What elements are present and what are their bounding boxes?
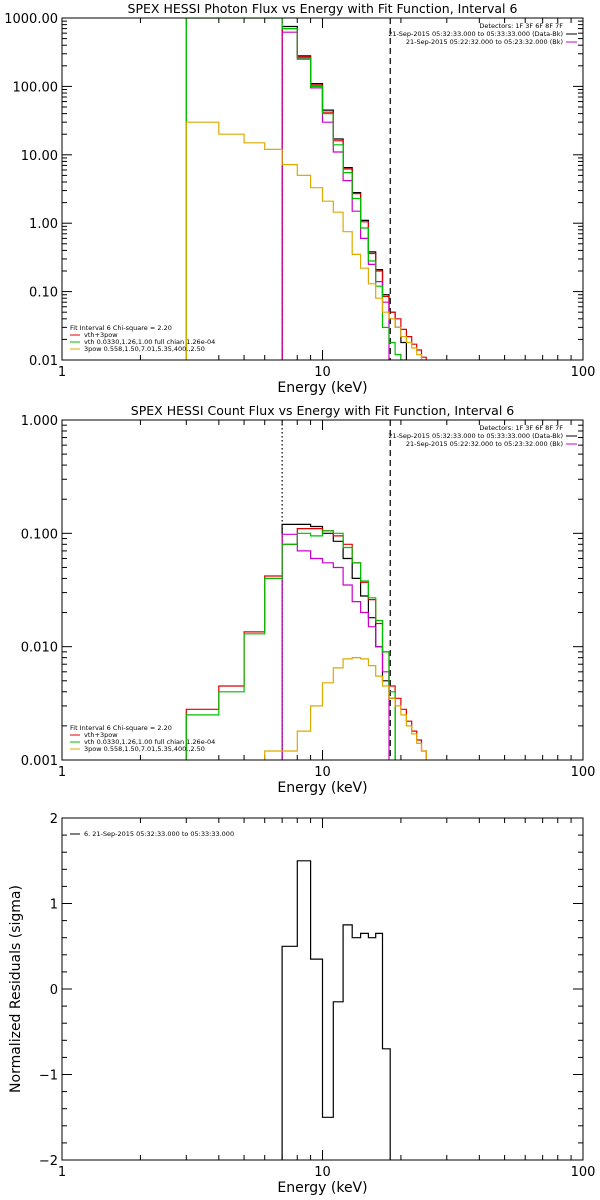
x-tick-label: 1: [58, 765, 66, 780]
x-axis-label: Energy (keV): [277, 380, 367, 396]
chart-title: SPEX HESSI Photon Flux vs Energy with Fi…: [128, 1, 518, 16]
y-tick-label: 2: [50, 812, 58, 827]
plot-frame: [61, 419, 584, 761]
y-tick-label: 0.10: [29, 286, 58, 301]
series-5-line: [264, 657, 427, 760]
legend-label: 6. 21-Sep-2015 05:32:33.000 to 05:33:33.…: [84, 830, 234, 838]
y-tick-label: 100.00: [13, 80, 59, 95]
legend-label: Fit Interval 6 Chi-square = 2.20: [70, 324, 172, 332]
x-tick-label: 1: [58, 1165, 66, 1180]
legend-label: 3pow 0.558,1.50,7.01,5.35,400.,2.50: [84, 345, 205, 353]
x-tick-label: 10: [314, 765, 331, 780]
series-2-line: [185, 528, 427, 760]
y-tick-label: 0.010: [21, 641, 58, 656]
legend-label: vth+3pow: [84, 731, 118, 739]
annotation-text: 21-Sep-2015 05:22:32.000 to 05:23:32.000…: [406, 38, 563, 46]
chart-panel-3: 1 10 100 −2 −1 0 1 2 Energy (keV) Normalized Resi…: [8, 812, 595, 1196]
x-tick-label: 10: [314, 1165, 331, 1180]
data-area: [281, 860, 391, 1160]
series-3-line: [281, 31, 390, 360]
y-tick-label: 10.00: [21, 149, 58, 164]
x-tick-label: 1: [58, 365, 66, 380]
y-tick-label: 1000.00: [4, 12, 58, 27]
x-axis-label: Energy (keV): [277, 780, 367, 796]
series-3-line: [281, 533, 390, 760]
x-tick-label: 10: [314, 365, 331, 380]
x-axis-label: Energy (keV): [277, 1180, 367, 1196]
x-tick-label: 100: [571, 765, 596, 780]
y-tick-label: 1: [50, 898, 58, 913]
plot-frame: [61, 17, 584, 361]
chart-title: SPEX HESSI Count Flux vs Energy with Fit…: [131, 403, 514, 418]
data-area: [185, 18, 427, 360]
series-5-line: [185, 121, 427, 360]
legend-label: 3pow 0.558,1.50,7.01,5.35,400.,2.50: [84, 745, 205, 753]
legend-label: vth+3pow: [84, 331, 118, 339]
y-tick-label: 0: [50, 983, 58, 998]
data-area: [185, 420, 427, 760]
y-tick-label: −2: [39, 1154, 58, 1169]
y-tick-label: 1.00: [29, 217, 58, 232]
legend-label: Fit Interval 6 Chi-square = 2.20: [70, 724, 172, 732]
y-axis-label: Normalized Residuals (sigma): [8, 885, 24, 1093]
annotation-text: Detectors: 1F 3F 6F 8F 7F: [479, 22, 563, 30]
series-4-line: [185, 530, 396, 760]
y-tick-label: 0.100: [21, 527, 58, 542]
y-tick-label: 1.000: [21, 414, 58, 429]
y-tick-label: 0.01: [29, 354, 58, 369]
annotation-text: Detectors: 1F 3F 6F 8F 7F: [479, 424, 563, 432]
annotation-text: 21-Sep-2015 05:22:32.000 to 05:23:32.000…: [406, 440, 563, 448]
annotation-text: 21-Sep-2015 05:32:33.000 to 05:33:33.000…: [388, 432, 563, 440]
legend-label: vth 0.0330,1.26,1.00 full chian 1.26e-04: [84, 338, 215, 346]
annotation-text: 21-Sep-2015 05:32:33.000 to 05:33:33.000…: [388, 30, 563, 38]
x-tick-label: 100: [571, 365, 596, 380]
chart-panel-2: SPEX HESSI Count Flux vs Energy with Fit…: [21, 403, 596, 796]
y-tick-label: −1: [39, 1069, 58, 1084]
chart-panel-1: SPEX HESSI Photon Flux vs Energy with Fi…: [4, 1, 595, 396]
plot-frame: [61, 817, 584, 1161]
y-tick-label: 0.001: [21, 754, 58, 769]
legend-label: vth 0.0330,1.26,1.00 full chian 1.26e-04: [84, 738, 215, 746]
x-tick-label: 100: [571, 1165, 596, 1180]
series-1-line: [281, 860, 391, 1160]
series-4-line: [185, 18, 407, 360]
